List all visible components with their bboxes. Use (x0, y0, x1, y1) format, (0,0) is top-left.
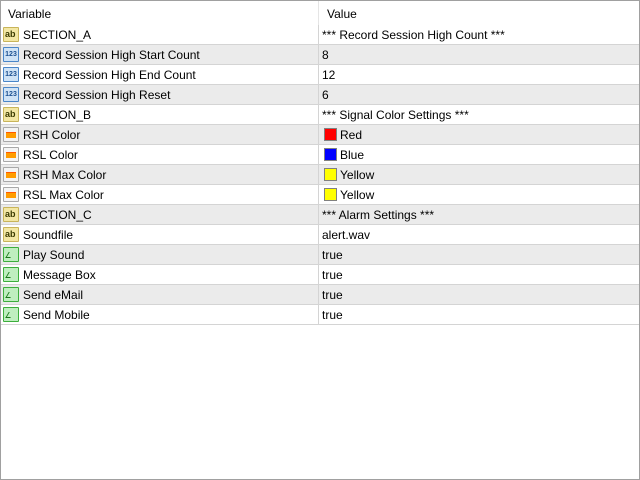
value-cell[interactable]: 12 (322, 68, 336, 82)
variable-cell: 123 Record Session High End Count (1, 65, 319, 84)
value-cell[interactable]: true (322, 248, 343, 262)
table-row[interactable]: ab SECTION_B *** Signal Color Settings *** (1, 105, 639, 125)
value-cell[interactable]: 6 (322, 88, 329, 102)
value-text: Yellow (340, 168, 375, 182)
variable-name: RSL Max Color (23, 188, 104, 202)
value-text: Red (340, 128, 363, 142)
variable-name: Message Box (23, 268, 96, 282)
table-row[interactable]: 123 Record Session High End Count 12 (1, 65, 639, 85)
table-row[interactable]: Send eMail true (1, 285, 639, 305)
integer-icon: 123 (3, 87, 19, 102)
variable-name: SECTION_C (23, 208, 92, 222)
variable-name: Record Session High End Count (23, 68, 196, 82)
variable-name: RSH Max Color (23, 168, 107, 182)
column-header-value[interactable]: Value (327, 7, 357, 21)
boolean-icon (3, 307, 19, 322)
string-icon: ab (3, 27, 19, 42)
variable-cell: RSH Color (1, 125, 319, 144)
variable-name: Play Sound (23, 248, 85, 262)
variable-cell: ab SECTION_C (1, 205, 319, 224)
boolean-icon (3, 267, 19, 282)
value-cell[interactable]: true (322, 268, 343, 282)
value-text: Yellow (340, 188, 375, 202)
variable-name: SECTION_B (23, 108, 92, 122)
variable-name: Record Session High Start Count (23, 48, 200, 62)
color-icon (3, 187, 19, 202)
table-row[interactable]: RSH Color Red (1, 125, 639, 145)
value-cell[interactable]: *** Signal Color Settings *** (322, 108, 469, 122)
value-cell[interactable]: true (322, 288, 343, 302)
integer-icon: 123 (3, 67, 19, 82)
table-row[interactable]: RSL Color Blue (1, 145, 639, 165)
column-header-variable[interactable]: Variable (1, 1, 319, 25)
color-swatch (324, 188, 337, 201)
boolean-icon (3, 247, 19, 262)
variable-cell: Send Mobile (1, 305, 319, 324)
table-row[interactable]: Send Mobile true (1, 305, 639, 325)
color-icon (3, 167, 19, 182)
string-icon: ab (3, 207, 19, 222)
color-swatch (324, 148, 337, 161)
table-row[interactable]: RSL Max Color Yellow (1, 185, 639, 205)
variable-name: RSL Color (23, 148, 78, 162)
variable-cell: ab Soundfile (1, 225, 319, 244)
table-row[interactable]: ab SECTION_C *** Alarm Settings *** (1, 205, 639, 225)
value-cell[interactable]: true (322, 308, 343, 322)
value-cell[interactable]: 8 (322, 48, 329, 62)
table-row[interactable]: 123 Record Session High Start Count 8 (1, 45, 639, 65)
table-body: ab SECTION_A *** Record Session High Count… (1, 25, 639, 325)
value-text: Blue (340, 148, 365, 162)
color-icon (3, 127, 19, 142)
integer-icon: 123 (3, 47, 19, 62)
table-header: Variable Value (1, 1, 639, 25)
variable-name: RSH Color (23, 128, 81, 142)
color-swatch (324, 168, 337, 181)
variable-cell: ab SECTION_B (1, 105, 319, 124)
variable-cell: Message Box (1, 265, 319, 284)
string-icon: ab (3, 107, 19, 122)
variable-cell: ab SECTION_A (1, 25, 319, 44)
variable-cell: 123 Record Session High Start Count (1, 45, 319, 64)
variable-name: Send eMail (23, 288, 84, 302)
variable-cell: RSL Color (1, 145, 319, 164)
value-cell[interactable]: *** Record Session High Count *** (322, 28, 505, 42)
table-row[interactable]: 123 Record Session High Reset 6 (1, 85, 639, 105)
value-cell[interactable]: *** Alarm Settings *** (322, 208, 435, 222)
variable-cell: Send eMail (1, 285, 319, 304)
variable-name: Record Session High Reset (23, 88, 171, 102)
table-row[interactable]: ab SECTION_A *** Record Session High Count… (1, 25, 639, 45)
variable-cell: Play Sound (1, 245, 319, 264)
table-row[interactable]: Play Sound true (1, 245, 639, 265)
variable-name: Send Mobile (23, 308, 90, 322)
table-row[interactable]: Message Box true (1, 265, 639, 285)
variable-cell: RSL Max Color (1, 185, 319, 204)
table-row[interactable]: ab Soundfile alert.wav (1, 225, 639, 245)
boolean-icon (3, 287, 19, 302)
table-row[interactable]: RSH Max Color Yellow (1, 165, 639, 185)
variable-cell: RSH Max Color (1, 165, 319, 184)
value-cell[interactable]: alert.wav (322, 228, 371, 242)
variable-name: Soundfile (23, 228, 74, 242)
variable-cell: 123 Record Session High Reset (1, 85, 319, 104)
string-icon: ab (3, 227, 19, 242)
color-swatch (324, 128, 337, 141)
color-icon (3, 147, 19, 162)
variable-name: SECTION_A (23, 28, 92, 42)
